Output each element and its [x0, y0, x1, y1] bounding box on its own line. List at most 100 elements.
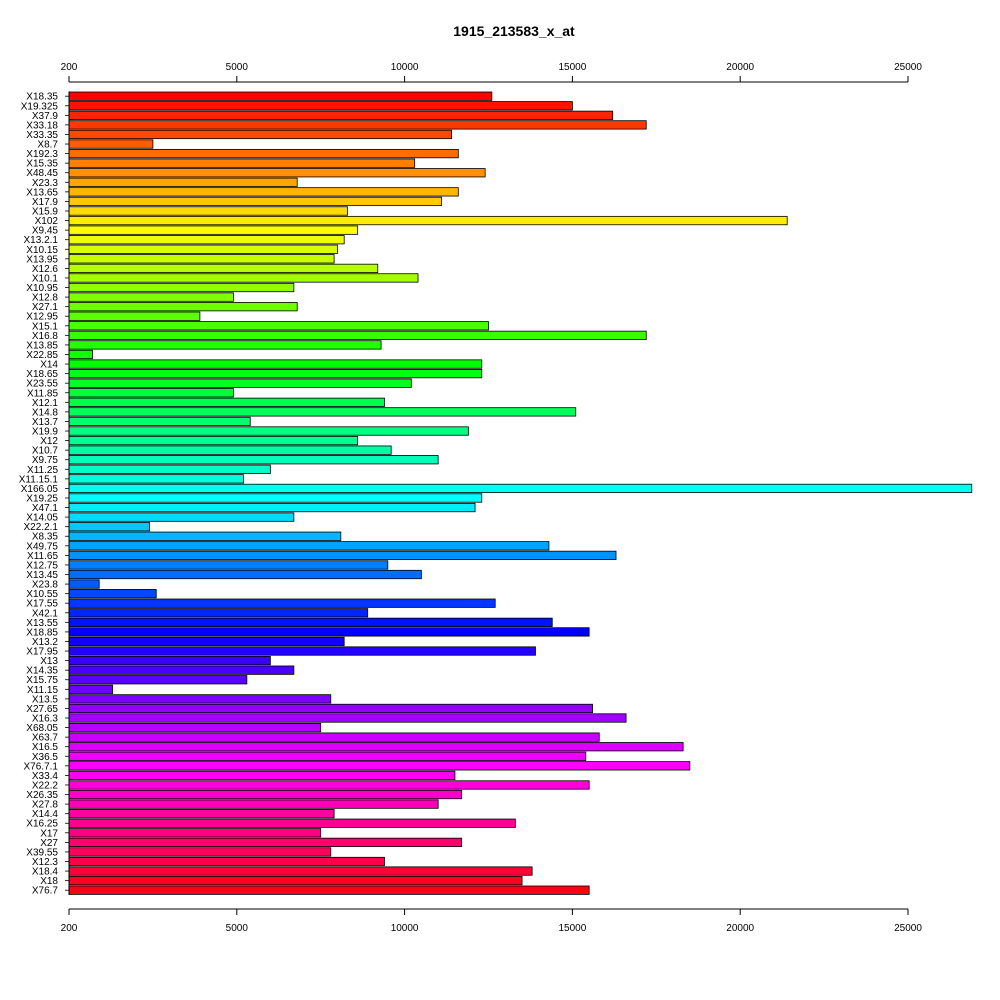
bar [68, 321, 489, 331]
category-label: X49.75 [26, 541, 58, 552]
category-label: X13.7 [32, 417, 59, 428]
bar [68, 684, 114, 694]
bar [68, 732, 600, 742]
category-label: X16.8 [32, 331, 59, 342]
bar [68, 627, 590, 637]
category-label: X9.45 [32, 226, 59, 237]
bar [68, 206, 348, 216]
category-label: X14.8 [32, 407, 59, 418]
category-label: X8.7 [37, 140, 58, 151]
category-label: X27 [40, 838, 58, 849]
category-label: X8.35 [32, 532, 59, 543]
bar [68, 110, 614, 120]
category-label: X33.35 [26, 130, 58, 141]
bar [68, 168, 486, 178]
bar [68, 598, 496, 608]
bar [68, 502, 476, 513]
bottom-axis-tick-label: 5000 [226, 923, 249, 934]
bar [68, 550, 617, 560]
bar [68, 369, 483, 379]
category-label: X17 [40, 828, 58, 839]
bar [68, 828, 322, 838]
bar [68, 541, 550, 551]
category-label: X9.75 [32, 455, 59, 466]
category-label: X22.2 [32, 780, 59, 791]
bar [68, 751, 587, 761]
bar [68, 139, 154, 149]
bar [68, 263, 379, 274]
bottom-axis-tick-label: 25000 [894, 923, 922, 934]
category-label: X13.95 [26, 254, 58, 265]
bar [68, 474, 244, 484]
bar [68, 455, 439, 465]
category-label: X22.2.1 [24, 522, 59, 533]
category-label: X37.9 [32, 111, 59, 122]
top-axis-tick-label: 200 [61, 62, 78, 73]
category-label: X12.8 [32, 293, 59, 304]
category-label: X15.35 [26, 159, 58, 170]
category-label: X14.35 [26, 666, 58, 677]
category-label: X13.85 [26, 340, 58, 351]
bar [68, 483, 973, 494]
category-label: X76.7 [32, 886, 59, 897]
category-label: X13.65 [26, 187, 58, 198]
bar [68, 589, 157, 599]
bar [68, 617, 553, 627]
top-axis-tick-label: 15000 [558, 62, 586, 73]
top-axis-tick-label: 10000 [391, 62, 419, 73]
bar [68, 302, 298, 312]
bar [68, 761, 691, 771]
category-label: X16.25 [26, 819, 58, 830]
category-label: X39.55 [26, 847, 58, 858]
category-label: X15.1 [32, 321, 59, 332]
category-label: X19.325 [21, 101, 59, 112]
bar [68, 129, 452, 140]
bar [68, 856, 385, 867]
category-label: X13.2 [32, 637, 59, 648]
bar [68, 435, 359, 446]
category-label: X14.05 [26, 513, 58, 524]
category-label: X13.45 [26, 570, 58, 581]
category-label: X12 [40, 436, 58, 447]
top-axis: 200 5000 10000 15000 20000 25000 [61, 62, 922, 83]
category-label: X23.55 [26, 379, 58, 390]
category-label: X33.4 [32, 771, 59, 782]
bar [68, 187, 459, 197]
bar [68, 789, 463, 800]
bar [68, 273, 419, 283]
bar [68, 493, 483, 503]
bar [68, 225, 359, 235]
category-label: X48.45 [26, 168, 58, 179]
category-label: X16.5 [32, 742, 59, 753]
bar [68, 512, 295, 522]
category-label: X11.65 [27, 551, 58, 562]
bar [68, 91, 493, 101]
bar [68, 244, 338, 254]
bar [68, 636, 345, 647]
category-label: X18.35 [26, 92, 58, 103]
bar [68, 770, 456, 781]
bar [68, 713, 627, 723]
bar [68, 416, 251, 427]
category-label: X102 [35, 216, 59, 227]
category-label: X13.2.1 [24, 235, 59, 246]
category-label: X27.65 [26, 704, 58, 715]
bar [68, 656, 271, 666]
bar [68, 148, 459, 159]
bar [68, 196, 442, 207]
bar [68, 799, 439, 809]
category-label: X11.25 [27, 465, 58, 476]
top-axis-tick-label: 20000 [726, 62, 754, 73]
bar [68, 292, 234, 302]
bottom-axis-tick-label: 20000 [726, 923, 754, 934]
category-label: X13 [40, 656, 58, 667]
bar [68, 665, 295, 675]
category-label: X10.95 [26, 283, 58, 294]
bar [68, 282, 295, 293]
bar [68, 847, 332, 857]
category-label: X76.7.1 [24, 761, 59, 772]
category-label: X18.85 [26, 627, 58, 638]
bars-group [68, 91, 973, 895]
bar [68, 359, 483, 369]
